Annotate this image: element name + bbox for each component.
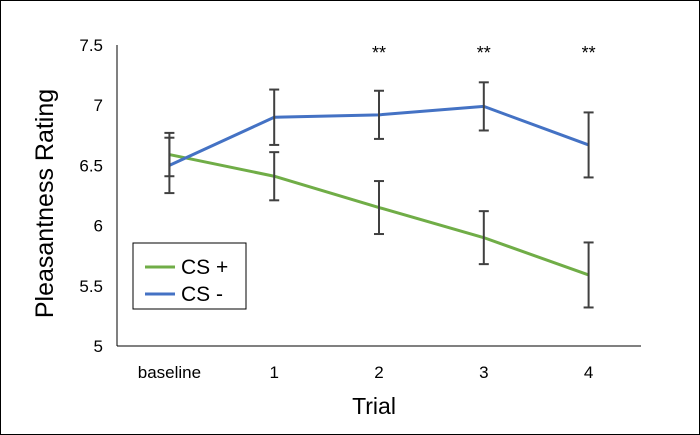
y-axis-title: Pleasantness Rating [31,89,59,318]
error-bar [269,151,280,202]
error-bar [269,88,280,146]
x-tick-label: 4 [584,363,593,382]
error-bar [478,210,489,266]
legend-box [132,242,247,310]
y-tick-label: 6.5 [79,156,103,175]
y-tick-label: 7.5 [79,36,103,55]
error-bar [164,136,175,195]
error-bar [583,241,594,309]
error-bar [478,81,489,132]
error-bars [164,81,594,309]
legend: CS + CS - [132,242,247,310]
y-tick-label: 5.5 [79,277,103,296]
y-tick-labels: 5 5.5 6 6.5 7 7.5 [79,36,103,356]
significance-annotations: ** ** ** [372,43,596,63]
significance-marker: ** [582,43,596,63]
x-tick-labels: baseline 1 2 3 4 [138,363,594,382]
y-tick-label: 5 [94,337,103,356]
error-bar [374,89,384,140]
x-tick-label: 2 [374,363,383,382]
x-axis-title: Trial [352,393,396,419]
axes [116,45,641,347]
significance-marker: ** [477,43,491,63]
y-tick-label: 6 [94,217,103,236]
error-bar [583,111,594,179]
significance-marker: ** [372,43,386,63]
error-bar [374,180,384,236]
y-tick-label: 7 [94,96,103,115]
x-tick-label: baseline [138,363,201,382]
legend-label-cs-plus: CS + [181,256,228,279]
legend-label-cs-minus: CS - [181,283,223,306]
x-tick-label: 1 [269,363,278,382]
x-tick-label: 3 [479,363,488,382]
